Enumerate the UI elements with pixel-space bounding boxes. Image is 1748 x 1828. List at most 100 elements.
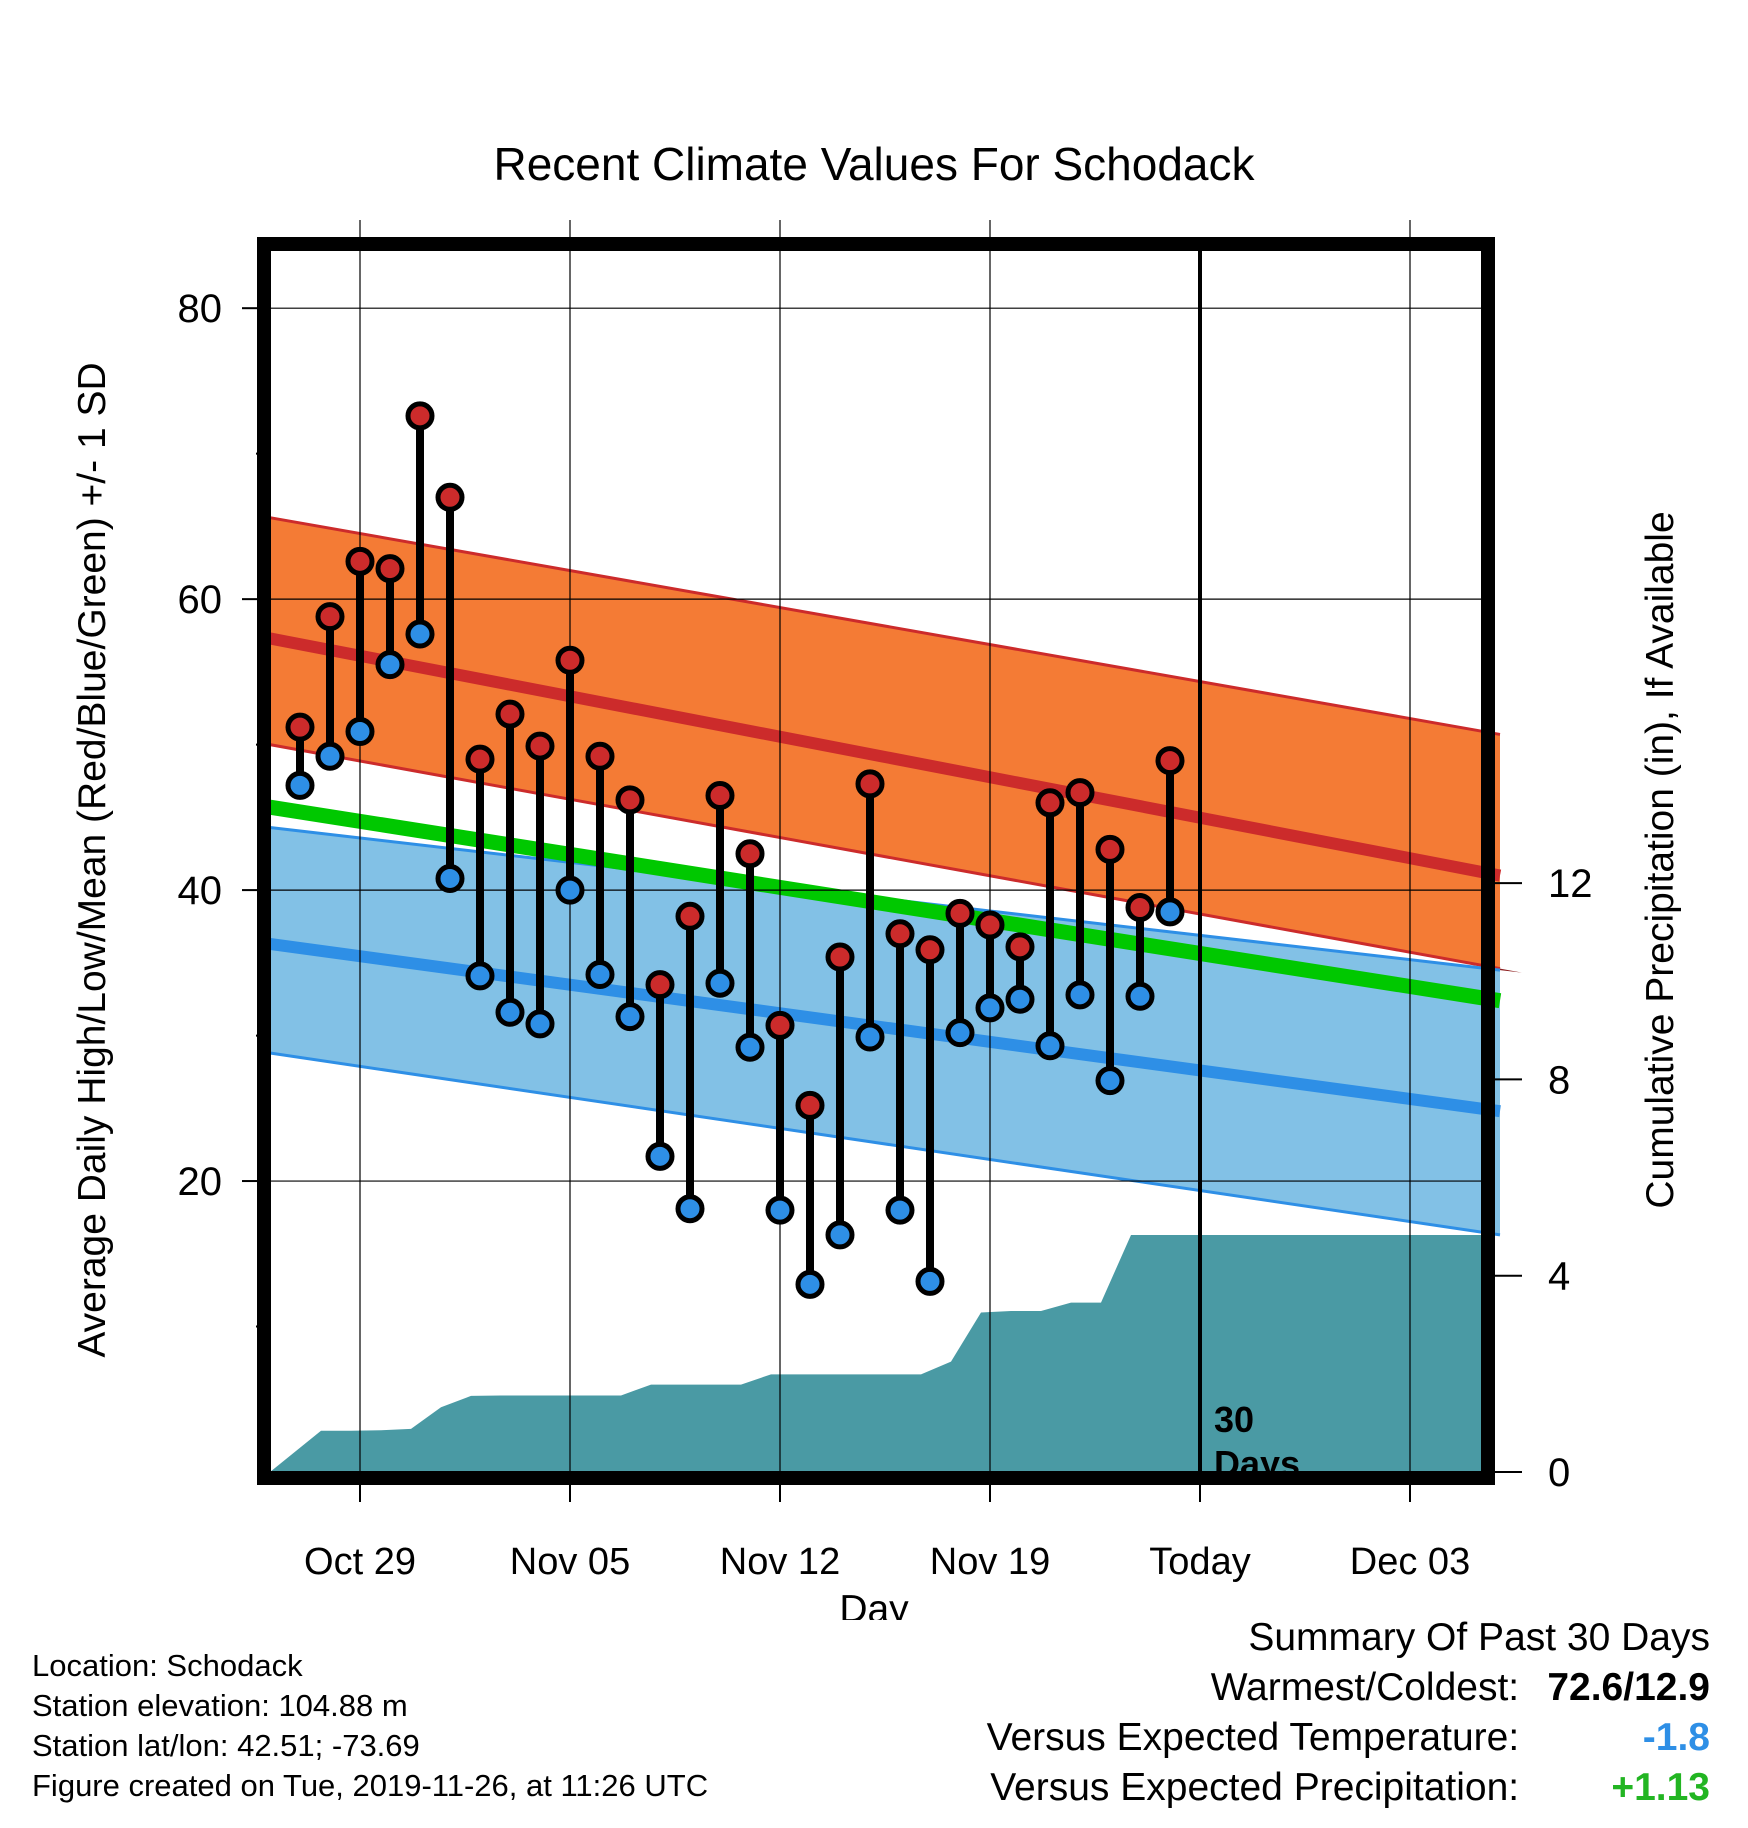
low-point <box>1035 1031 1065 1061</box>
high-point <box>945 898 975 928</box>
high-point <box>1035 788 1065 818</box>
high-normal-line <box>268 632 1502 882</box>
x-tick-label: Nov 19 <box>930 1541 1050 1583</box>
high-point <box>615 785 645 815</box>
elevation-text: Station elevation: 104.88 m <box>32 1688 408 1723</box>
summary-panel: Summary Of Past 30 Days Warmest/Coldest:… <box>987 1613 1710 1813</box>
low-point <box>705 968 735 998</box>
low-point <box>765 1195 795 1225</box>
low-point <box>1095 1066 1125 1096</box>
climate-chart: Recent Climate Values For Schodack 30 Day… <box>71 138 1682 1620</box>
high-sd-band <box>270 517 1500 969</box>
low-point <box>645 1141 675 1171</box>
low-point <box>1005 984 1035 1014</box>
high-point <box>555 645 585 675</box>
low-point <box>555 875 585 905</box>
low-point <box>855 1022 885 1052</box>
low-sd-lower-edge <box>269 1051 1501 1237</box>
low-point <box>435 863 465 893</box>
plot-frame <box>257 237 1495 1485</box>
x-tick-label: Nov 05 <box>510 1541 630 1583</box>
high-point <box>795 1090 825 1120</box>
high-point <box>735 839 765 869</box>
summary-warm-cold: Warmest/Coldest: 72.6/12.9 <box>987 1663 1710 1713</box>
y-axis-right-label: Cumulative Precipitation (in), If Availa… <box>1639 511 1682 1208</box>
precip-label: Versus Expected Precipitation: <box>990 1766 1520 1809</box>
chart-title: Recent Climate Values For Schodack <box>493 138 1255 190</box>
low-point <box>1155 897 1185 927</box>
high-point <box>825 942 855 972</box>
y-tick-label: 40 <box>178 869 223 913</box>
high-sd-lower-edge <box>269 743 1501 971</box>
high-point <box>315 602 345 632</box>
low-point <box>615 1002 645 1032</box>
high-point <box>1005 932 1035 962</box>
low-point <box>345 717 375 747</box>
high-point <box>765 1010 795 1040</box>
high-point <box>675 901 705 931</box>
summary-title: Summary Of Past 30 Days <box>1248 1616 1710 1659</box>
y-right-tick-label: 12 <box>1548 862 1593 906</box>
y-right-tick-label: 8 <box>1548 1058 1570 1102</box>
precip-value: +1.13 <box>1611 1766 1710 1809</box>
low-point <box>405 619 435 649</box>
high-point <box>405 401 435 431</box>
y-tick-label: 20 <box>178 1160 223 1204</box>
high-point <box>855 769 885 799</box>
y-axis-label: Average Daily High/Low/Mean (Red/Blue/Gr… <box>71 362 114 1357</box>
x-tick-label: Today <box>1149 1541 1250 1583</box>
low-point <box>1065 980 1095 1010</box>
x-tick-label: Oct 29 <box>304 1541 416 1583</box>
high-point <box>1095 834 1125 864</box>
high-point <box>465 744 495 774</box>
x-axis-label: Day <box>839 1588 909 1620</box>
temp-value: -1.8 <box>1642 1716 1710 1759</box>
mean-normal-line <box>268 799 1502 1009</box>
warm-cold-value: 72.6/12.9 <box>1547 1666 1710 1709</box>
high-point <box>375 554 405 584</box>
low-point <box>885 1195 915 1225</box>
high-point <box>435 482 465 512</box>
low-point <box>285 770 315 800</box>
high-point <box>645 970 675 1000</box>
low-point <box>495 997 525 1027</box>
summary-precip: Versus Expected Precipitation: +1.13 <box>987 1763 1710 1813</box>
low-point <box>675 1194 705 1224</box>
low-point <box>315 741 345 771</box>
low-point <box>945 1018 975 1048</box>
precip-area <box>270 1234 1482 1472</box>
low-point <box>375 650 405 680</box>
today-days-label: 30 <box>1214 1399 1254 1440</box>
low-point <box>585 959 615 989</box>
high-point <box>345 546 375 576</box>
x-tick-label: Nov 12 <box>720 1541 840 1583</box>
low-point <box>465 961 495 991</box>
high-point <box>585 741 615 771</box>
high-point <box>495 699 525 729</box>
high-point <box>1065 778 1095 808</box>
low-point <box>1125 981 1155 1011</box>
high-sd-upper-edge <box>269 516 1501 736</box>
station-info: Location: Schodack Station elevation: 10… <box>32 1646 708 1806</box>
high-point <box>975 910 1005 940</box>
temp-label: Versus Expected Temperature: <box>986 1716 1520 1759</box>
y-tick-label: 80 <box>178 287 223 331</box>
y-right-tick-label: 0 <box>1548 1451 1570 1495</box>
high-point <box>285 712 315 742</box>
high-point <box>1125 893 1155 923</box>
summary-temp: Versus Expected Temperature: -1.8 <box>987 1713 1710 1763</box>
warm-cold-label: Warmest/Coldest: <box>1210 1666 1520 1709</box>
y-right-tick-label: 4 <box>1548 1255 1570 1299</box>
y-tick-label: 60 <box>178 578 223 622</box>
high-point <box>915 935 945 965</box>
high-point <box>885 919 915 949</box>
latlon-text: Station lat/lon: 42.51; -73.69 <box>32 1728 420 1763</box>
low-point <box>825 1220 855 1250</box>
created-text: Figure created on Tue, 2019-11-26, at 11… <box>32 1768 709 1803</box>
high-point <box>705 781 735 811</box>
high-point <box>1155 746 1185 776</box>
low-point <box>975 993 1005 1023</box>
low-point <box>915 1266 945 1296</box>
high-point <box>525 731 555 761</box>
